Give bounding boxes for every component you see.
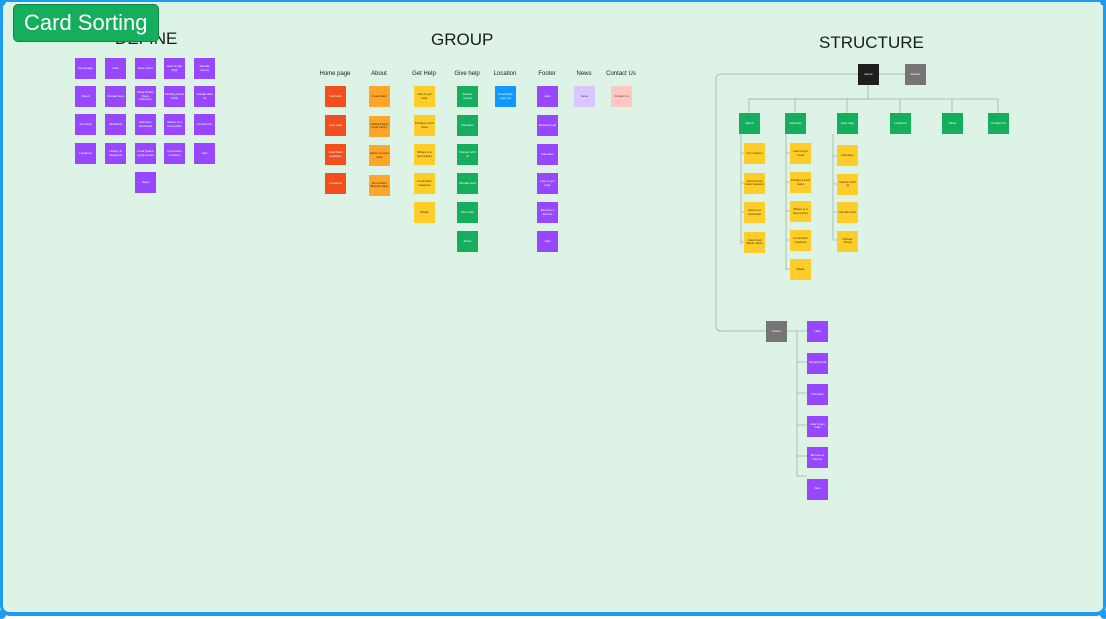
sitemap-footer-child-node[interactable]: Become a Partner [807,447,828,468]
group-card[interactable]: Food bank locations [414,173,435,194]
group-column-label: News [576,71,592,77]
sitemap-child-node[interactable]: About our food bank [744,202,765,223]
sitemap-child-node[interactable]: About Food bank Network [744,172,765,194]
sitemap-child-node[interactable]: Donate money [837,230,858,252]
connector-line [787,330,807,477]
define-card[interactable]: About [75,86,96,107]
define-card[interactable]: Finding a food bank [164,86,185,107]
group-card[interactable]: Contact Us [611,86,632,107]
sitemap-level1-node[interactable]: News [942,113,963,134]
sitemap-child-node[interactable]: Where is a food pantry [790,201,811,222]
define-card[interactable]: Donate food [105,86,126,107]
sitemap-child-node[interactable]: Finding a food bank [790,172,811,193]
sitemap-level1-node[interactable]: Get Help [785,113,806,134]
define-card[interactable]: Contact Us [194,114,215,135]
sitemap-footer-node[interactable]: Footer [766,321,787,342]
group-card[interactable]: Volunteer [537,144,558,165]
sitemap-child-node[interactable]: How to get Food [790,143,811,164]
connector-lines [715,73,999,477]
group-card[interactable]: Donate money [457,86,478,107]
connector-line [749,98,999,113]
sitemap-footer-child-node[interactable]: Help [807,321,828,342]
group-card[interactable]: Where is a food pantry [414,144,435,165]
connector-line [740,134,744,245]
group-card[interactable]: Food bank [369,86,390,107]
group-card[interactable]: About us Give back [369,145,390,166]
sitemap-child-node[interactable]: Volunteer [837,145,858,166]
group-card[interactable]: Jobs [537,231,558,252]
group-heading: GROUP [431,30,494,49]
sitemap-child-node[interactable]: How Food Banks Work [744,231,765,253]
group-column-label: Give help [454,71,480,77]
group-card[interactable]: Food bank near you [495,86,516,107]
group-card[interactable]: Share [457,231,478,252]
structure-heading: STRUCTURE [819,33,924,52]
connector-line [785,134,790,270]
sitemap-secondary-node[interactable]: Donate [905,64,926,85]
group-card[interactable]: Food bank locations [325,144,346,165]
group-column-label: Footer [538,71,556,77]
group-column-label: Get Help [412,71,436,77]
sitemap-footer-child-node[interactable]: Donate Food [807,352,828,374]
define-card[interactable]: Food bank locations [164,143,185,164]
sitemap-level1-node[interactable]: About [739,113,760,134]
sitemap-child-node[interactable]: Partner with us [837,173,858,195]
sitemap-child-node[interactable]: Meals [790,259,811,280]
group-card[interactable]: Donate food [457,173,478,194]
group-column-label: Home page [319,71,351,77]
define-card[interactable]: Volunteer food bank [135,114,156,135]
define-card[interactable]: Vacations [105,114,126,135]
group-card[interactable]: Meals [414,202,435,223]
define-card[interactable]: Jobs [194,143,215,164]
group-card[interactable]: How to get help [537,173,558,194]
sitemap-footer-child-node[interactable]: How to get help [807,415,828,437]
group-card[interactable]: Give help [457,202,478,223]
define-card[interactable]: Get Help [75,114,96,135]
resize-handle-bottom-left[interactable] [0,610,6,619]
sitemap-child-node[interactable]: Food bank locations [790,230,811,251]
group-card[interactable]: Finding a food bank [414,115,435,136]
sitemap-level1-node[interactable]: Contact Us [988,113,1009,134]
sitemap-footer-child-node[interactable]: Jobs [807,478,828,500]
group-card[interactable]: Donate Food [537,115,558,136]
group-card[interactable]: Help [537,86,558,107]
define-card[interactable]: Homepage [75,58,96,79]
group-card[interactable]: Locations [325,173,346,194]
resize-handle-bottom-right[interactable] [1100,610,1106,619]
sitemap-level1-node[interactable]: Locations [890,113,911,134]
sitemap-root-node[interactable]: Home [858,64,879,85]
connector-line [832,134,837,241]
group-card[interactable]: News [574,86,595,107]
board-tag[interactable]: Card Sorting [13,4,159,42]
resize-handle-top-right[interactable] [1100,0,1106,6]
group-card[interactable]: How to get help [414,86,435,107]
define-card[interactable]: Give to pan Pilgr [164,58,185,79]
define-card[interactable]: Locations [75,143,96,164]
group-card[interactable]: Volunteer [457,115,478,136]
define-card[interactable]: Give online [135,58,156,79]
group-card[interactable]: Partner with us [457,144,478,165]
sitemap-child-node[interactable]: Our mission [744,143,765,164]
define-card[interactable]: History & Vacations [105,143,126,164]
define-card[interactable]: What Pantry Open Moments [135,86,156,107]
define-card[interactable]: Where is a food pantry [164,114,185,135]
define-card[interactable]: News [135,172,156,193]
sitemap-footer-child-node[interactable]: Volunteer [807,384,828,405]
group-column-label: Location [493,71,517,77]
define-card[interactable]: Food Pastor Apply needs [135,143,156,164]
group-column-label: Contact Us [606,71,636,77]
group-card[interactable]: Give Help [325,115,346,136]
resize-handle-top-left[interactable] [0,0,6,6]
define-card[interactable]: Donate with us [194,86,215,107]
define-card[interactable]: Donate money [194,58,215,79]
group-column-label: About [371,71,387,77]
group-card[interactable]: Roe Pastor Boards Apply [369,174,390,196]
sitemap-child-node[interactable]: Donate food [837,202,858,223]
connector-line [715,73,858,332]
sitemap-level1-node[interactable]: Give help [837,113,858,134]
group-card[interactable]: Get Help [325,86,346,107]
group-card[interactable]: Global Pastor Food Pantry [369,115,390,137]
define-card[interactable]: Help [105,58,126,79]
group-card[interactable]: Become a Partner [537,202,558,223]
